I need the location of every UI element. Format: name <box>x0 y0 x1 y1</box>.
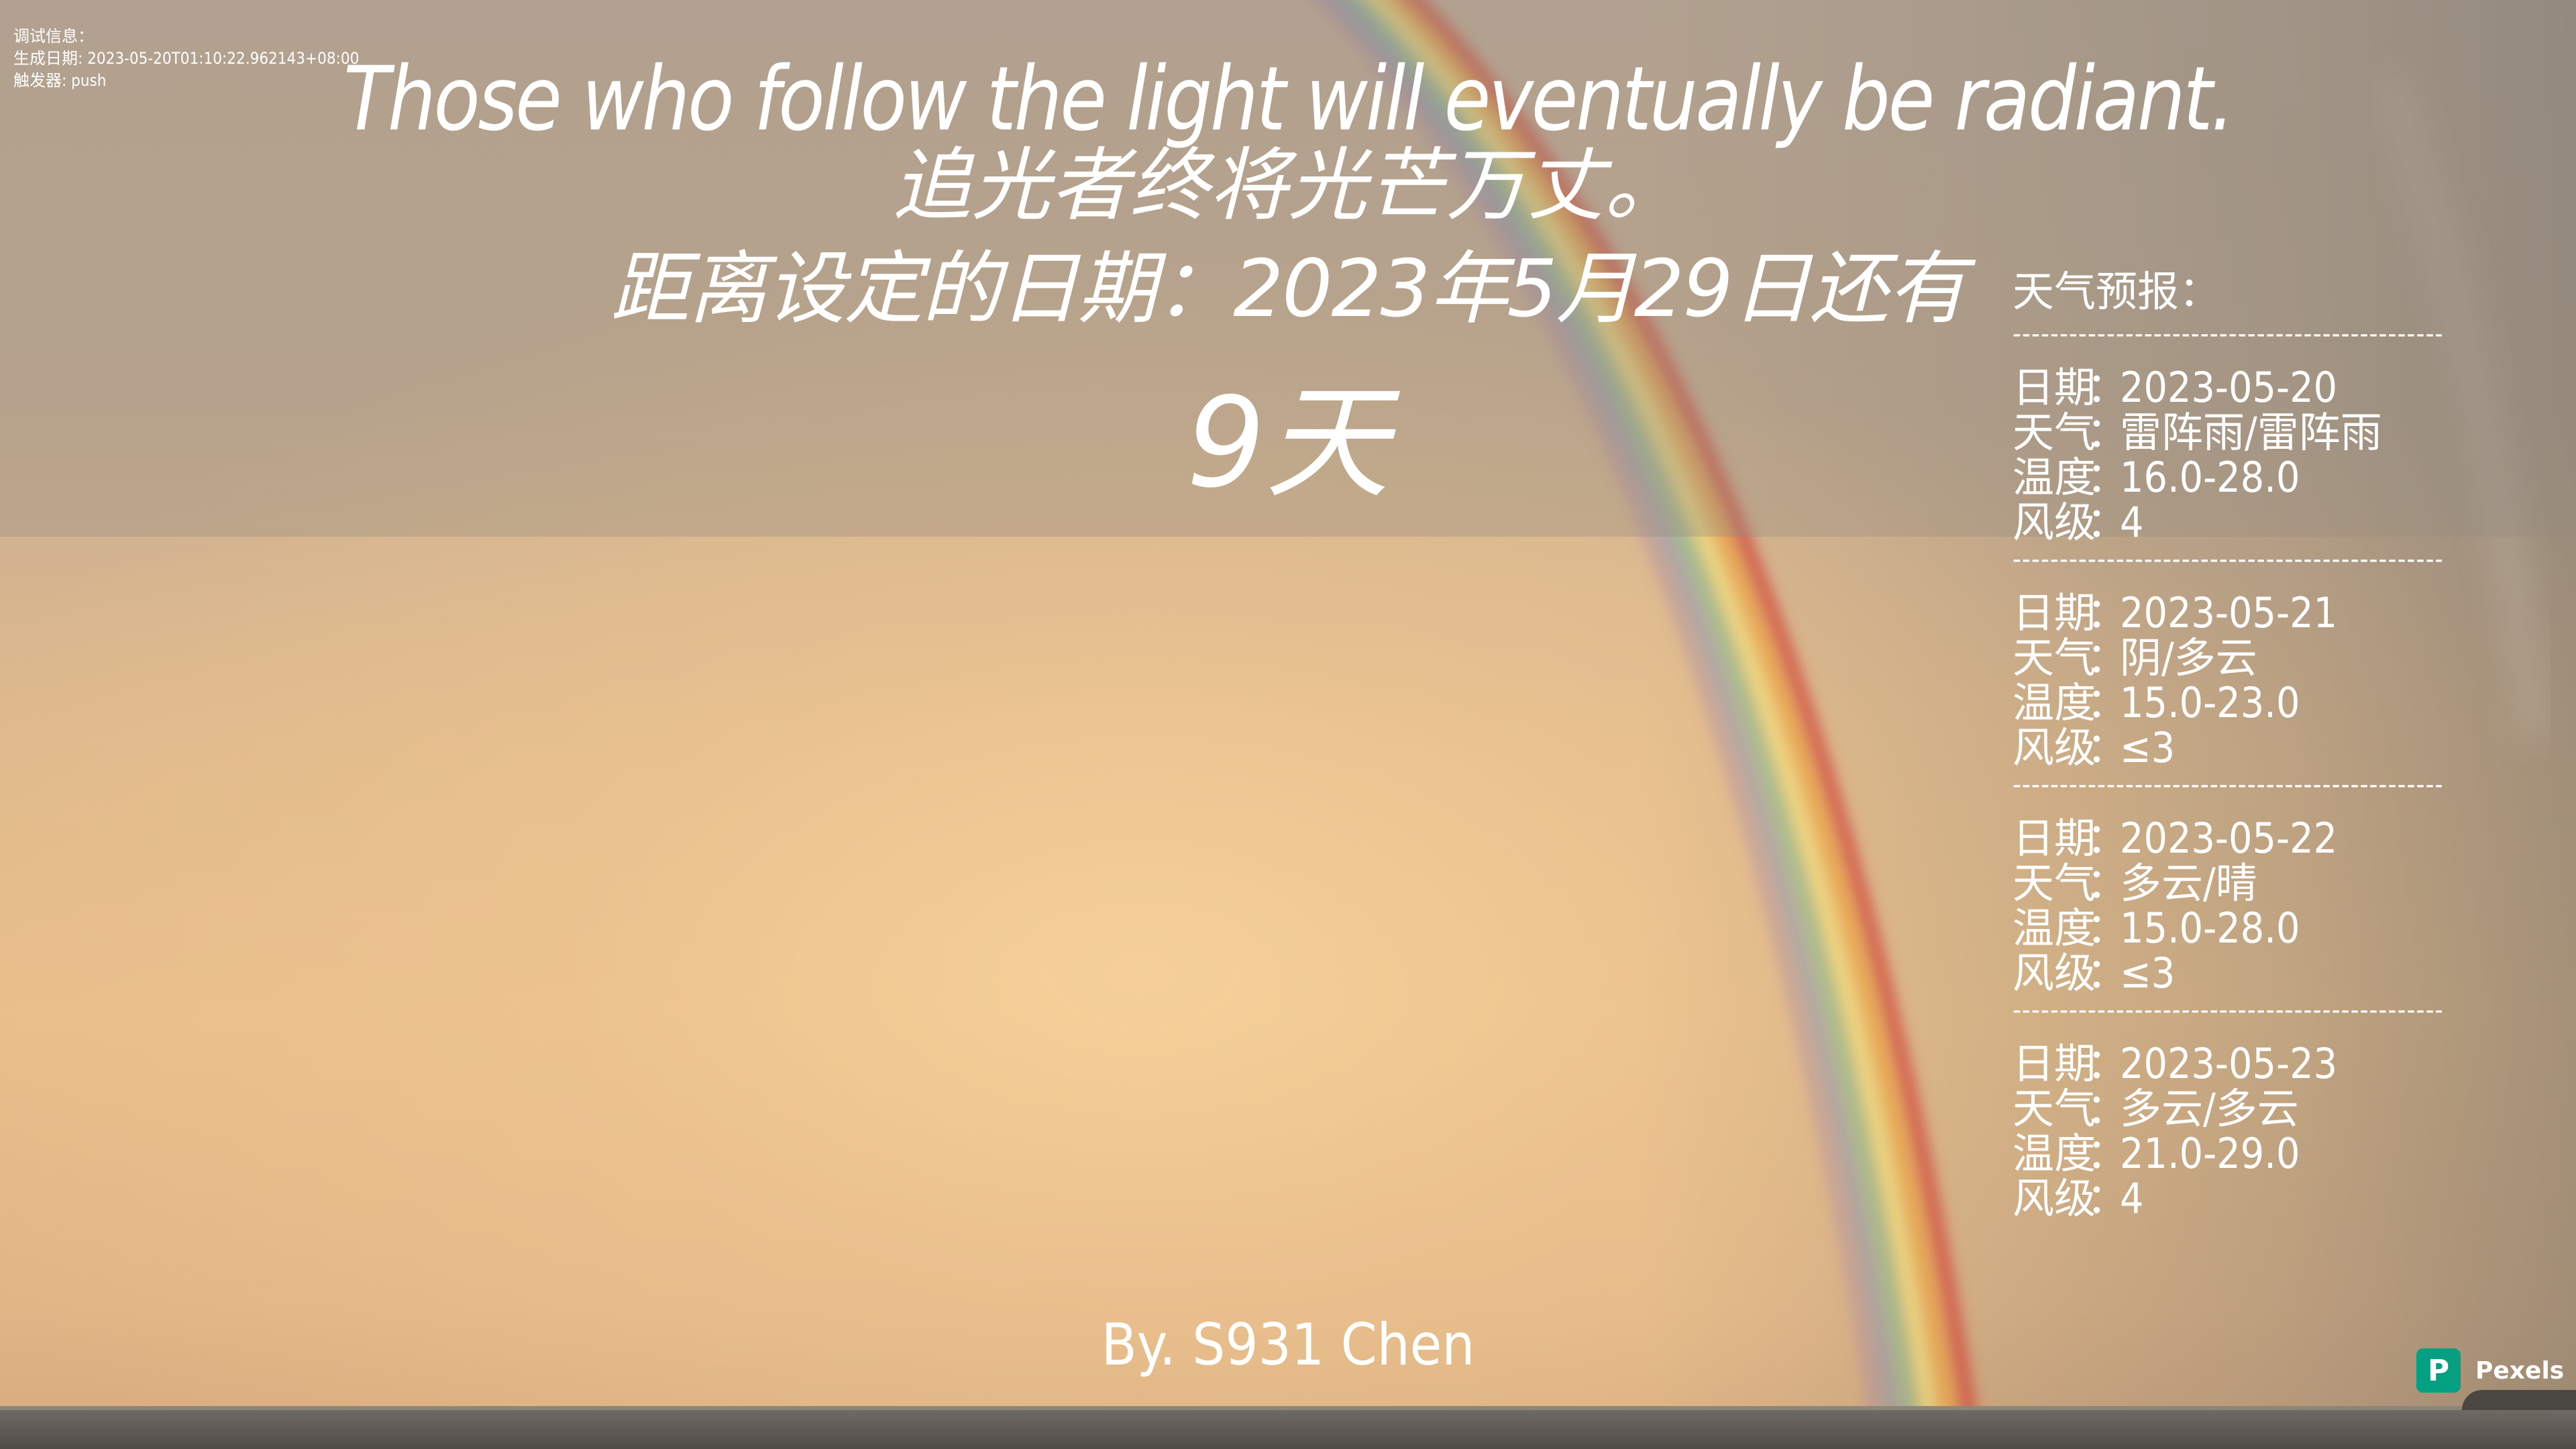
wind-value: 4 <box>2120 1174 2144 1223</box>
temp-label: 温度 <box>2012 904 2096 953</box>
wind-value: ≤3 <box>2120 723 2176 772</box>
date-value: 2023-05-23 <box>2120 1039 2338 1088</box>
sea-strip <box>0 1410 2576 1449</box>
weather-title: 天气预报： <box>2012 267 2221 316</box>
author-signature: By. S931 Chen <box>1101 1311 1475 1379</box>
forecast-temp-row: 温度： 15.0-28.0 <box>2012 906 2442 951</box>
separator: ： <box>2086 1129 2129 1178</box>
separator: ： <box>2086 1084 2129 1133</box>
wind-label: 风级 <box>2012 498 2096 547</box>
island-silhouette <box>2462 1390 2576 1410</box>
date-value: 2023-05-22 <box>2120 814 2338 863</box>
forecast-temp-row: 温度： 16.0-28.0 <box>2012 455 2442 500</box>
weather-label: 天气 <box>2012 633 2096 682</box>
header-overlay <box>0 0 2576 537</box>
debug-generated: 生成日期: 2023-05-20T01:10:22.962143+08:00 <box>13 49 360 68</box>
date-label: 日期 <box>2012 363 2096 412</box>
forecast-weather-row: 天气：阴/多云 <box>2012 635 2442 680</box>
separator: ： <box>2086 949 2129 998</box>
countdown-target: 距离设定的日期：2023年5月29日还有 <box>610 242 1967 335</box>
countdown-days: 9天 <box>1186 370 1390 515</box>
wind-label: 风级 <box>2012 1174 2096 1223</box>
forecast-wind-row: 风级： 4 <box>2012 1176 2442 1221</box>
weather-value: 雷阵雨/雷阵雨 <box>2120 408 2382 457</box>
quote-english: Those who follow the light will eventual… <box>343 48 2235 151</box>
forecast-date-row: 日期： 2023-05-20 <box>2012 365 2442 410</box>
date-label: 日期 <box>2012 814 2096 863</box>
temp-label: 温度 <box>2012 1129 2096 1178</box>
separator: ： <box>2086 1039 2129 1088</box>
forecast-weather-row: 天气：多云/多云 <box>2012 1086 2442 1131</box>
weather-label: 天气 <box>2012 859 2096 908</box>
wind-label: 风级 <box>2012 723 2096 772</box>
date-label: 日期 <box>2012 588 2096 637</box>
separator: ： <box>2086 498 2129 547</box>
forecast-wind-row: 风级： ≤3 <box>2012 951 2442 996</box>
forecast-date-row: 日期： 2023-05-22 <box>2012 816 2442 861</box>
weather-divider: ----------------------------------------… <box>2012 321 2442 347</box>
photo-credit[interactable]: P Pexels <box>2416 1348 2564 1393</box>
weather-label: 天气 <box>2012 1084 2096 1133</box>
photo-credit-label: Pexels <box>2475 1356 2565 1385</box>
weather-divider: ----------------------------------------… <box>2012 997 2442 1024</box>
temp-label: 温度 <box>2012 678 2096 727</box>
forecast-weather-row: 天气：多云/晴 <box>2012 861 2442 906</box>
separator: ： <box>2086 814 2129 863</box>
pexels-logo-icon: P <box>2416 1348 2461 1393</box>
debug-trigger: 触发器: push <box>13 71 107 90</box>
temp-value: 16.0-28.0 <box>2120 453 2300 502</box>
debug-title: 调试信息： <box>13 27 94 46</box>
separator: ： <box>2086 453 2129 502</box>
forecast-wind-row: 风级： 4 <box>2012 500 2442 545</box>
weather-value: 多云/多云 <box>2120 1084 2299 1133</box>
horizon-line <box>0 1406 2576 1410</box>
forecast-temp-row: 温度： 15.0-23.0 <box>2012 680 2442 725</box>
separator: ： <box>2086 588 2129 637</box>
separator: ： <box>2086 904 2129 953</box>
debug-info: 调试信息： 生成日期: 2023-05-20T01:10:22.962143+0… <box>13 25 359 92</box>
quote-chinese: 追光者终将光芒万丈。 <box>892 139 1684 231</box>
temp-value: 15.0-28.0 <box>2120 904 2300 953</box>
date-value: 2023-05-21 <box>2120 588 2338 637</box>
weather-value: 多云/晴 <box>2120 859 2257 908</box>
forecast-temp-row: 温度： 21.0-29.0 <box>2012 1131 2442 1176</box>
wind-label: 风级 <box>2012 949 2096 998</box>
wind-value: ≤3 <box>2120 949 2176 998</box>
separator: ： <box>2086 678 2129 727</box>
temp-value: 21.0-29.0 <box>2120 1129 2300 1178</box>
separator: ： <box>2086 859 2129 908</box>
separator: ： <box>2086 723 2129 772</box>
forecast-date-row: 日期： 2023-05-23 <box>2012 1041 2442 1086</box>
separator: ： <box>2086 363 2129 412</box>
separator: ： <box>2086 633 2129 682</box>
temp-label: 温度 <box>2012 453 2096 502</box>
weather-divider: ----------------------------------------… <box>2012 546 2442 573</box>
forecast-day: 日期： 2023-05-22 天气：多云/晴 温度： 15.0-28.0 风级： ≤3 <box>2012 798 2442 997</box>
weather-divider: ----------------------------------------… <box>2012 771 2442 798</box>
forecast-day: 日期： 2023-05-23 天气：多云/多云 温度： 21.0-29.0 风级： 4 <box>2012 1024 2442 1222</box>
weather-label: 天气 <box>2012 408 2096 457</box>
forecast-day: 日期： 2023-05-21 天气：阴/多云 温度： 15.0-23.0 风级： ≤3 <box>2012 573 2442 771</box>
date-value: 2023-05-20 <box>2120 363 2338 412</box>
forecast-day: 日期： 2023-05-20 天气：雷阵雨/雷阵雨 温度： 16.0-28.0 风级… <box>2012 347 2442 546</box>
temp-value: 15.0-23.0 <box>2120 678 2300 727</box>
separator: ： <box>2086 408 2129 457</box>
forecast-date-row: 日期： 2023-05-21 <box>2012 590 2442 635</box>
weather-value: 阴/多云 <box>2120 633 2257 682</box>
separator: ： <box>2086 1174 2129 1223</box>
wind-value: 4 <box>2120 498 2144 547</box>
forecast-weather-row: 天气：雷阵雨/雷阵雨 <box>2012 410 2442 455</box>
date-label: 日期 <box>2012 1039 2096 1088</box>
weather-forecast: 天气预报： ----------------------------------… <box>2012 263 2442 1222</box>
forecast-wind-row: 风级： ≤3 <box>2012 725 2442 770</box>
